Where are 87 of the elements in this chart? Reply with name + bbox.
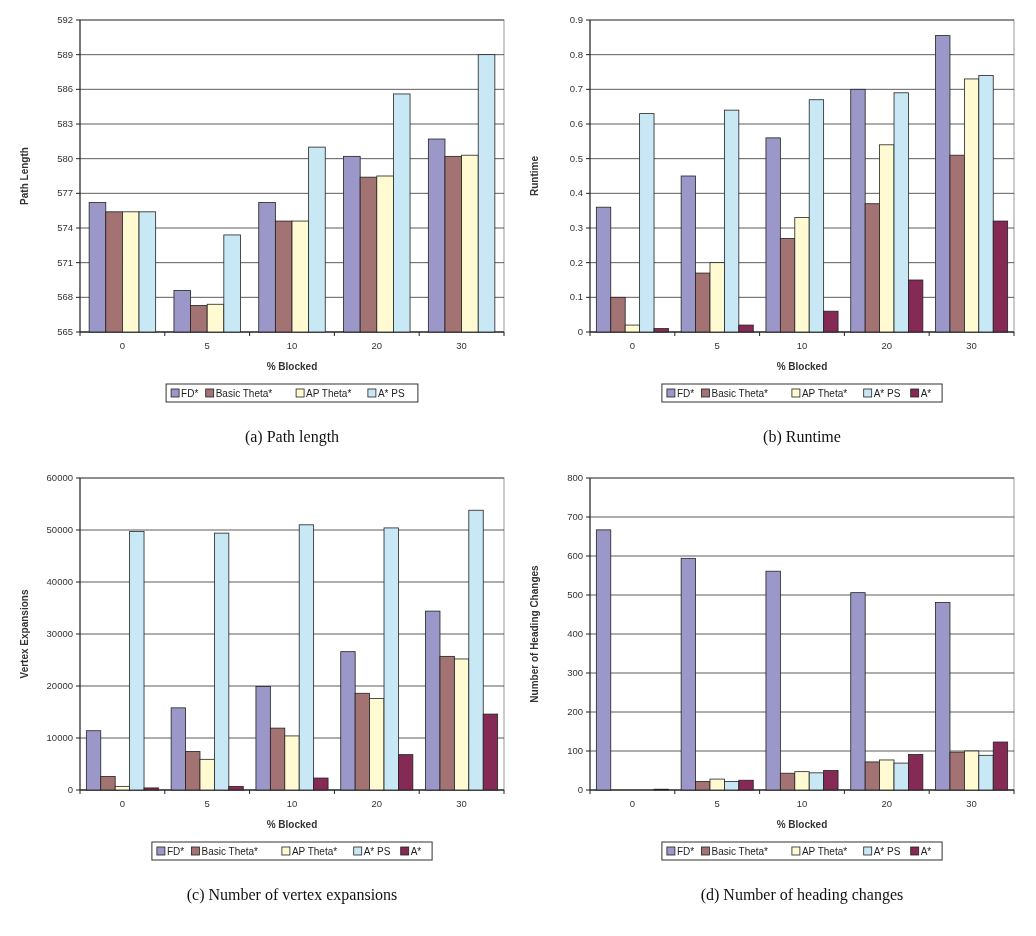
y-tick-label: 577 (57, 187, 73, 199)
legend-label: AP Theta* (291, 846, 338, 857)
y-tick-label: 40000 (46, 576, 73, 588)
x-tick-label: 30 (456, 798, 467, 809)
y-tick-label: 571 (57, 256, 73, 268)
legend-label: Basic Theta* (711, 388, 769, 399)
y-axis-title: Vertex Expansions (19, 589, 30, 679)
x-tick-label: 0 (119, 798, 126, 809)
legend-label: Basic Theta* (201, 846, 259, 857)
y-tick-label: 0.7 (569, 83, 583, 95)
x-tick-label: 0 (629, 798, 636, 809)
y-tick-label: 30000 (46, 628, 73, 640)
y-tick-label: 50000 (46, 524, 73, 536)
y-tick-label: 0.8 (569, 48, 583, 60)
y-tick-label: 0 (577, 784, 583, 796)
x-tick-label: 5 (714, 340, 720, 351)
legend-label: A* (410, 846, 422, 857)
x-tick-label: 30 (966, 340, 977, 351)
x-tick-label: 10 (796, 798, 808, 809)
y-tick-label: 300 (567, 667, 583, 679)
legend-label: FD* (181, 388, 199, 399)
x-tick-label: 0 (119, 340, 126, 351)
legend-label: A* PS (873, 388, 901, 399)
text: (c) Number of vertex expansions (186, 886, 398, 904)
legend-label: AP Theta* (306, 388, 352, 399)
y-tick-label: 0.5 (569, 152, 583, 164)
y-tick-label: 583 (57, 118, 73, 130)
legend-label: AP Theta* (801, 846, 848, 857)
y-tick-label: 0.9 (569, 14, 583, 26)
y-tick-label: 10000 (46, 732, 73, 744)
y-axis-title: Runtime (529, 155, 540, 196)
y-tick-label: 0.6 (569, 118, 583, 130)
x-tick-label: 10 (286, 798, 298, 809)
x-tick-label: 5 (714, 798, 720, 809)
y-tick-label: 60000 (46, 472, 73, 484)
y-tick-label: 200 (567, 706, 583, 718)
y-tick-label: 700 (567, 511, 583, 523)
text: (b) Runtime (763, 428, 841, 446)
x-tick-label: 20 (371, 798, 383, 809)
y-tick-label: 568 (57, 291, 73, 303)
y-tick-label: 100 (567, 745, 583, 757)
legend-label: FD* (166, 846, 185, 857)
y-tick-label: 600 (567, 550, 583, 562)
y-tick-label: 0.2 (569, 256, 583, 268)
y-axis-title: Number of Heading Changes (529, 564, 540, 703)
y-tick-label: 589 (57, 48, 73, 60)
legend-label: AP Theta* (801, 388, 848, 399)
x-tick-label: 10 (286, 340, 298, 351)
y-tick-label: 574 (57, 222, 73, 234)
x-tick-label: 30 (966, 798, 977, 809)
x-axis-title: % Blocked (776, 361, 828, 372)
y-tick-label: 0 (67, 784, 73, 796)
y-tick-label: 586 (57, 83, 73, 95)
legend-label: Basic Theta* (711, 846, 769, 857)
legend-label: FD* (676, 846, 695, 857)
y-tick-label: 580 (57, 152, 73, 164)
x-tick-label: 0 (629, 340, 636, 351)
y-axis-title: Path Length (19, 147, 30, 205)
legend-label: Basic Theta* (215, 388, 273, 399)
text: (d) Number of heading changes (700, 886, 904, 904)
x-tick-label: 5 (204, 340, 210, 351)
x-axis-title: % Blocked (266, 361, 318, 372)
y-tick-label: 0 (577, 326, 583, 338)
x-axis-title: % Blocked (266, 819, 318, 830)
y-tick-label: 565 (57, 326, 73, 338)
legend-label: FD* (676, 388, 695, 399)
text: (a) Path length (244, 428, 340, 446)
legend-label: A* PS (363, 846, 391, 857)
x-axis-title: % Blocked (776, 819, 828, 830)
y-tick-label: 500 (567, 589, 583, 601)
y-tick-label: 800 (567, 472, 583, 484)
y-tick-label: 592 (57, 14, 73, 26)
legend-label: A* PS (873, 846, 901, 857)
x-tick-label: 20 (881, 798, 893, 809)
y-tick-label: 0.3 (569, 222, 583, 234)
y-tick-label: 400 (567, 628, 583, 640)
x-tick-label: 10 (796, 340, 808, 351)
legend-label: A* (920, 846, 932, 857)
y-tick-label: 0.4 (569, 187, 583, 199)
x-tick-label: 20 (881, 340, 893, 351)
x-tick-label: 5 (204, 798, 210, 809)
legend-label: A* (920, 388, 932, 399)
legend-label: A* PS (377, 388, 405, 399)
y-tick-label: 0.1 (569, 291, 583, 303)
y-tick-label: 20000 (46, 680, 73, 692)
x-tick-label: 20 (371, 340, 383, 351)
x-tick-label: 30 (456, 340, 467, 351)
